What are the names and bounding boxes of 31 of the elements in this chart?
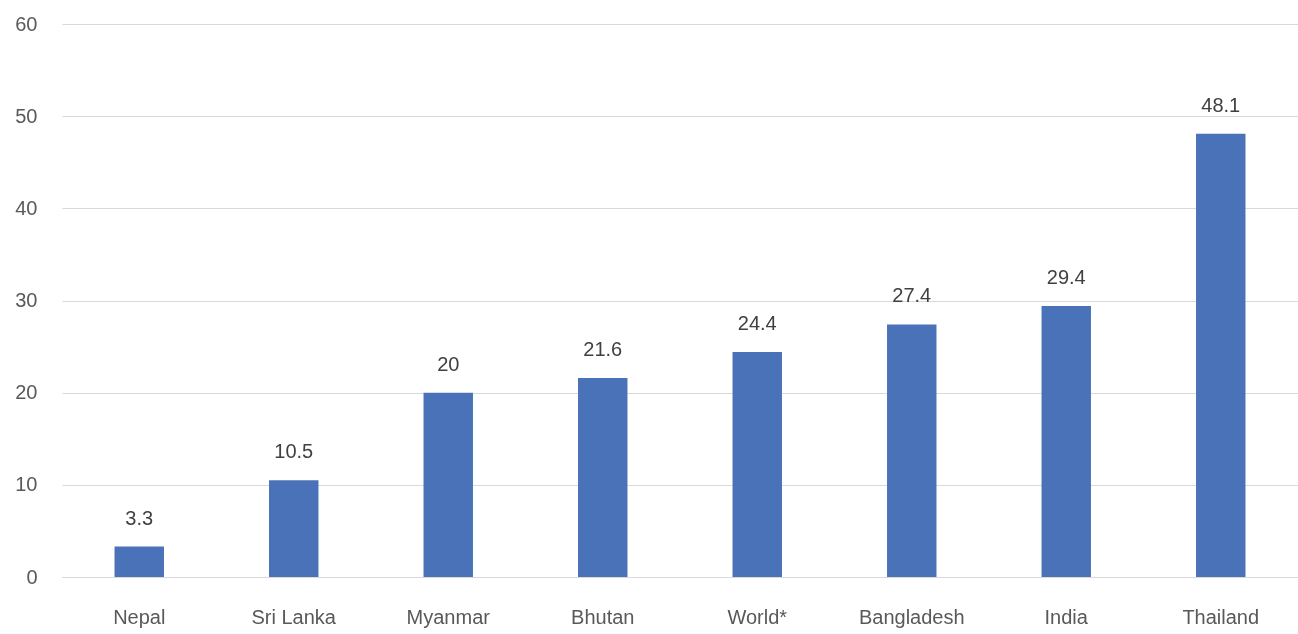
data-label: 27.4 <box>892 284 932 307</box>
y-tick-label: 10 <box>15 473 38 496</box>
y-tick-label: 0 <box>26 565 38 588</box>
data-label: 10.5 <box>274 440 314 463</box>
x-tick-label: Myanmar <box>406 605 491 628</box>
bar <box>114 546 164 577</box>
data-label: 29.4 <box>1046 266 1086 289</box>
x-tick-label: World* <box>727 605 788 628</box>
x-tick-label: Sri Lanka <box>251 605 337 628</box>
x-tick-label: Bangladesh <box>858 605 965 628</box>
bar <box>1196 133 1246 577</box>
bar <box>269 480 319 577</box>
bar <box>578 377 628 577</box>
x-tick-label: Thailand <box>1182 605 1260 628</box>
y-tick-label: 30 <box>15 289 38 311</box>
data-label: 21.6 <box>583 337 623 360</box>
x-tick-label: India <box>1044 605 1089 628</box>
data-label: 20 <box>437 352 460 375</box>
data-label: 3.3 <box>125 506 154 529</box>
y-tick-label: 50 <box>15 104 38 127</box>
data-label: 48.1 <box>1201 93 1241 116</box>
data-label: 24.4 <box>737 312 777 335</box>
x-tick-label: Nepal <box>113 605 166 628</box>
y-tick-label: 60 <box>15 12 38 35</box>
bar <box>423 392 473 577</box>
x-tick-label: Bhutan <box>571 605 635 628</box>
y-tick-label: 40 <box>15 196 38 219</box>
bar <box>887 324 937 577</box>
bar <box>1041 306 1091 577</box>
y-tick-label: 20 <box>15 381 38 404</box>
bar <box>732 352 782 577</box>
